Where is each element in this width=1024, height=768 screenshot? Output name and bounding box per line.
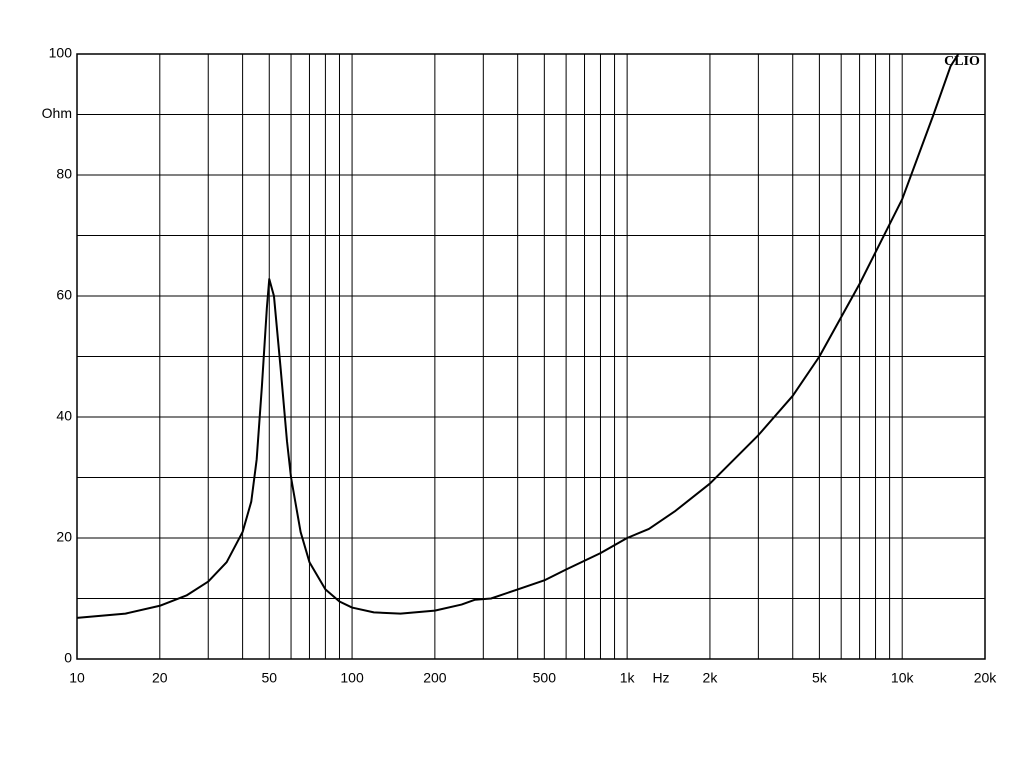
x-tick-label: 10k <box>891 670 915 686</box>
x-tick-label: 20 <box>152 670 168 686</box>
y-tick-label: 80 <box>56 166 72 182</box>
x-tick-label: 20k <box>974 670 998 686</box>
watermark: CLIO <box>944 54 980 69</box>
x-tick-label: 50 <box>261 670 277 686</box>
x-tick-label: 200 <box>423 670 447 686</box>
y-axis-label: Ohm <box>42 105 72 121</box>
y-tick-label: 40 <box>56 408 72 424</box>
x-tick-label: 100 <box>340 670 364 686</box>
x-tick-label: 5k <box>812 670 828 686</box>
y-tick-label: 0 <box>64 650 72 666</box>
y-tick-label: 100 <box>49 45 73 61</box>
y-tick-label: 20 <box>56 529 72 545</box>
impedance-curve <box>76 53 960 619</box>
x-tick-label: 1k <box>620 670 636 686</box>
x-tick-label: 2k <box>703 670 719 686</box>
x-axis-label: Hz <box>652 670 669 686</box>
x-tick-label: 500 <box>533 670 557 686</box>
x-tick-label: 10 <box>69 670 85 686</box>
y-tick-label: 60 <box>56 287 72 303</box>
